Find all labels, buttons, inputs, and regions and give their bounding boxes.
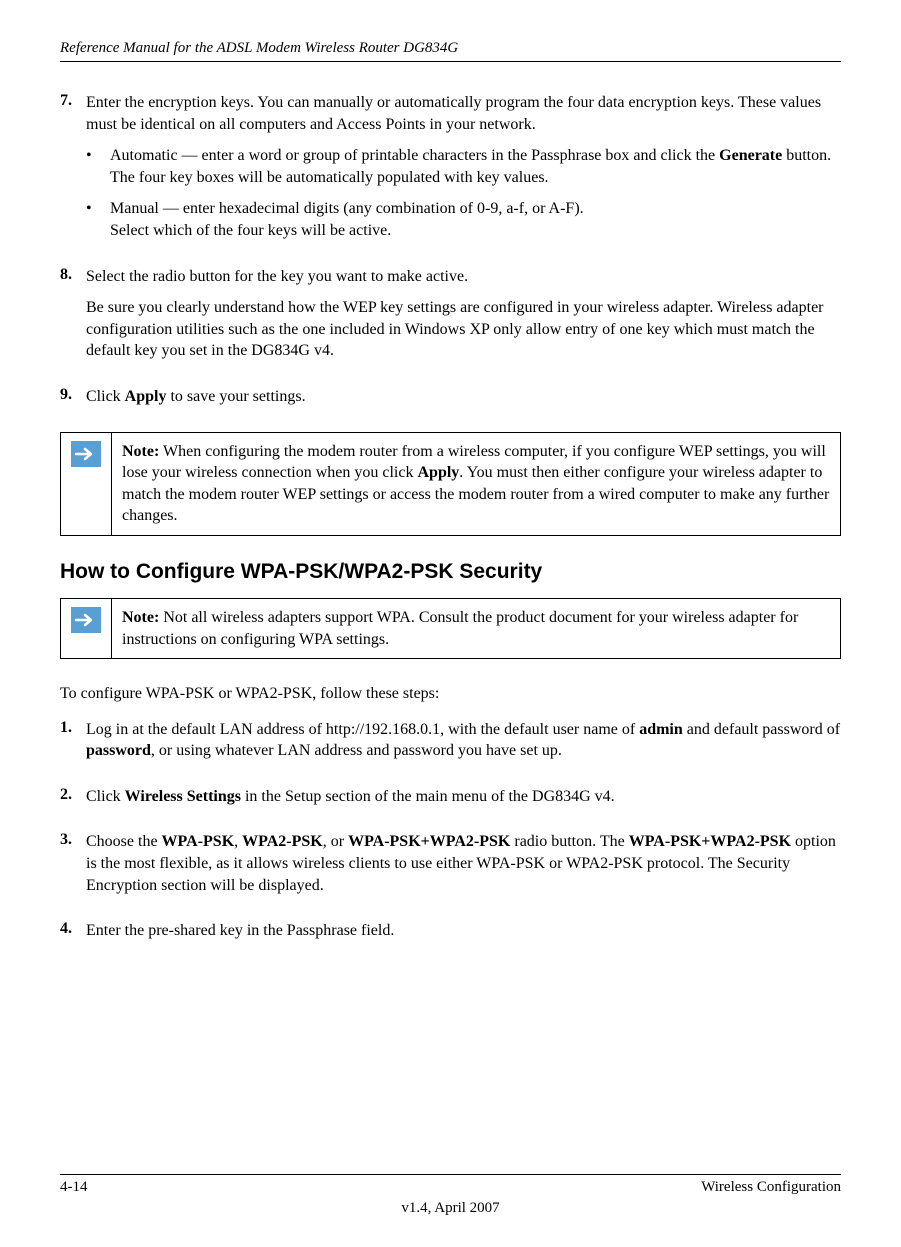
- wpa-step4-text: Enter the pre-shared key in the Passphra…: [86, 920, 841, 942]
- wpa1-bold2: password: [86, 742, 151, 759]
- bullet-content: Automatic — enter a word or group of pri…: [110, 145, 841, 188]
- header-rule: [60, 61, 841, 62]
- wpa-step3-text: Choose the WPA-PSK, WPA2-PSK, or WPA-PSK…: [86, 831, 841, 896]
- note2-text: Not all wireless adapters support WPA. C…: [122, 609, 798, 648]
- wpa-step-2: 2. Click Wireless Settings in the Setup …: [60, 786, 841, 818]
- step8-para2: Be sure you clearly understand how the W…: [86, 297, 841, 362]
- wpa-intro: To configure WPA-PSK or WPA2-PSK, follow…: [60, 683, 841, 705]
- note-icon-cell: [61, 598, 112, 658]
- header-title: Reference Manual for the ADSL Modem Wire…: [60, 40, 841, 57]
- section-heading: How to Configure WPA-PSK/WPA2-PSK Securi…: [60, 560, 841, 584]
- wpa3-bold3: WPA-PSK+WPA2-PSK: [348, 833, 510, 850]
- note-icon-cell: [61, 432, 112, 535]
- bullet1-bold: Generate: [719, 147, 782, 164]
- wpa2-bold: Wireless Settings: [125, 788, 241, 805]
- wpa-step-1: 1. Log in at the default LAN address of …: [60, 719, 841, 772]
- wpa1-suffix: , or using whatever LAN address and pass…: [151, 742, 562, 759]
- step-content: Choose the WPA-PSK, WPA2-PSK, or WPA-PSK…: [86, 831, 841, 906]
- step-number: 8.: [60, 266, 86, 372]
- footer-row: 4-14 Wireless Configuration: [60, 1179, 841, 1196]
- wpa1-mid: and default password of: [683, 721, 840, 738]
- note1-label: Note:: [122, 443, 159, 460]
- step-content: Log in at the default LAN address of htt…: [86, 719, 841, 772]
- step-number: 9.: [60, 386, 86, 418]
- step-number: 1.: [60, 719, 86, 772]
- step-9: 9. Click Apply to save your settings.: [60, 386, 841, 418]
- arrow-note-icon: [71, 441, 101, 472]
- step-number: 3.: [60, 831, 86, 906]
- step-number: 2.: [60, 786, 86, 818]
- wpa-step2-text: Click Wireless Settings in the Setup sec…: [86, 786, 841, 808]
- wpa3-bold4: WPA-PSK+WPA2-PSK: [629, 833, 791, 850]
- step-number: 4.: [60, 920, 86, 952]
- note-text: Note: Not all wireless adapters support …: [112, 598, 841, 658]
- footer-page: 4-14: [60, 1179, 88, 1196]
- wpa1-prefix: Log in at the default LAN address of htt…: [86, 721, 639, 738]
- bullet2-line2: Select which of the four keys will be ac…: [110, 222, 391, 239]
- step-7: 7. Enter the encryption keys. You can ma…: [60, 92, 841, 252]
- step8-para1: Select the radio button for the key you …: [86, 266, 841, 288]
- bullet1-prefix: Automatic — enter a word or group of pri…: [110, 147, 719, 164]
- note-box-2: Note: Not all wireless adapters support …: [60, 598, 841, 659]
- footer-version: v1.4, April 2007: [60, 1200, 841, 1217]
- bullet-list: • Automatic — enter a word or group of p…: [86, 145, 841, 241]
- wpa3-bold2: WPA2-PSK: [242, 833, 323, 850]
- bullet-item: • Automatic — enter a word or group of p…: [86, 145, 841, 188]
- bullet-marker: •: [86, 198, 110, 241]
- footer: 4-14 Wireless Configuration v1.4, April …: [60, 1174, 841, 1217]
- bullet2-line1: Manual — enter hexadecimal digits (any c…: [110, 200, 584, 217]
- bullet-item: • Manual — enter hexadecimal digits (any…: [86, 198, 841, 241]
- step9-suffix: to save your settings.: [166, 388, 305, 405]
- note-text: Note: When configuring the modem router …: [112, 432, 841, 535]
- wpa3-sep2: , or: [323, 833, 348, 850]
- note1-bold: Apply: [417, 464, 459, 481]
- wpa3-sep1: ,: [234, 833, 242, 850]
- wpa3-mid: radio button. The: [510, 833, 628, 850]
- wpa3-prefix: Choose the: [86, 833, 162, 850]
- bullet-marker: •: [86, 145, 110, 188]
- step-number: 7.: [60, 92, 86, 252]
- wpa3-bold1: WPA-PSK: [162, 833, 235, 850]
- step-content: Click Apply to save your settings.: [86, 386, 841, 418]
- step-content: Select the radio button for the key you …: [86, 266, 841, 372]
- step-8: 8. Select the radio button for the key y…: [60, 266, 841, 372]
- note2-label: Note:: [122, 609, 159, 626]
- step-content: Enter the encryption keys. You can manua…: [86, 92, 841, 252]
- footer-section: Wireless Configuration: [701, 1179, 841, 1196]
- step9-prefix: Click: [86, 388, 125, 405]
- wpa-step-4: 4. Enter the pre-shared key in the Passp…: [60, 920, 841, 952]
- step9-bold: Apply: [125, 388, 167, 405]
- step-content: Click Wireless Settings in the Setup sec…: [86, 786, 841, 818]
- wpa2-prefix: Click: [86, 788, 125, 805]
- wpa-step-3: 3. Choose the WPA-PSK, WPA2-PSK, or WPA-…: [60, 831, 841, 906]
- wpa2-suffix: in the Setup section of the main menu of…: [241, 788, 615, 805]
- footer-rule: [60, 1174, 841, 1175]
- bullet-content: Manual — enter hexadecimal digits (any c…: [110, 198, 841, 241]
- step-content: Enter the pre-shared key in the Passphra…: [86, 920, 841, 952]
- step9-text: Click Apply to save your settings.: [86, 386, 841, 408]
- arrow-note-icon: [71, 607, 101, 638]
- note-box-1: Note: When configuring the modem router …: [60, 432, 841, 536]
- wpa1-bold1: admin: [639, 721, 683, 738]
- wpa-step1-text: Log in at the default LAN address of htt…: [86, 719, 841, 762]
- step7-intro: Enter the encryption keys. You can manua…: [86, 92, 841, 135]
